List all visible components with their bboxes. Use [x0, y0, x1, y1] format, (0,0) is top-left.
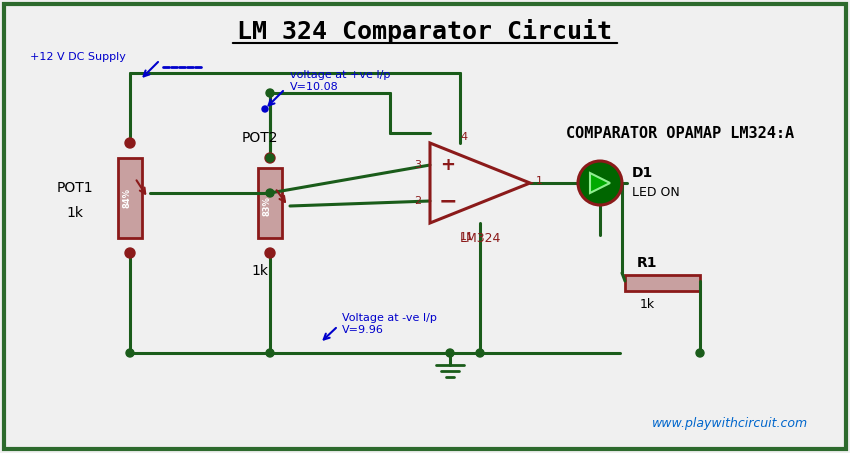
Text: voltage at +ve I/p
V=10.08: voltage at +ve I/p V=10.08: [290, 70, 390, 92]
Text: 84%: 84%: [122, 188, 132, 208]
Circle shape: [446, 349, 454, 357]
Circle shape: [265, 153, 275, 163]
Text: 3: 3: [414, 160, 421, 170]
Text: D1: D1: [632, 166, 654, 180]
Text: R1: R1: [637, 256, 657, 270]
Text: 2: 2: [414, 196, 421, 206]
Circle shape: [266, 349, 274, 357]
Text: LED ON: LED ON: [632, 187, 680, 199]
Circle shape: [696, 349, 704, 357]
FancyBboxPatch shape: [4, 4, 846, 449]
Circle shape: [266, 189, 274, 197]
Circle shape: [265, 248, 275, 258]
FancyBboxPatch shape: [258, 168, 282, 238]
Text: LM 324 Comparator Circuit: LM 324 Comparator Circuit: [237, 19, 613, 43]
Circle shape: [126, 349, 134, 357]
Circle shape: [266, 154, 274, 162]
Text: LM324: LM324: [459, 231, 501, 245]
Text: −: −: [439, 191, 457, 211]
Text: 83%: 83%: [263, 196, 271, 216]
Polygon shape: [590, 173, 610, 193]
Circle shape: [125, 248, 135, 258]
Text: 1: 1: [536, 176, 543, 186]
Circle shape: [578, 161, 622, 205]
Circle shape: [476, 349, 484, 357]
Text: 1k: 1k: [639, 299, 655, 312]
Text: 1k: 1k: [252, 264, 269, 278]
Text: Voltage at -ve I/p
V=9.96: Voltage at -ve I/p V=9.96: [342, 313, 437, 335]
Text: POT1: POT1: [57, 181, 94, 195]
Text: +: +: [440, 156, 456, 174]
FancyBboxPatch shape: [118, 158, 142, 238]
Text: www.playwithcircuit.com: www.playwithcircuit.com: [652, 416, 808, 429]
Text: +12 V DC Supply: +12 V DC Supply: [30, 52, 126, 62]
Circle shape: [262, 106, 268, 112]
Circle shape: [125, 138, 135, 148]
Text: 4: 4: [460, 132, 468, 142]
Text: 1k: 1k: [66, 206, 83, 220]
Text: POT2: POT2: [241, 131, 278, 145]
FancyBboxPatch shape: [625, 275, 700, 291]
Text: COMPARATOR OPAMAP LM324:A: COMPARATOR OPAMAP LM324:A: [566, 125, 794, 140]
Text: 11: 11: [460, 232, 474, 242]
Circle shape: [266, 89, 274, 97]
